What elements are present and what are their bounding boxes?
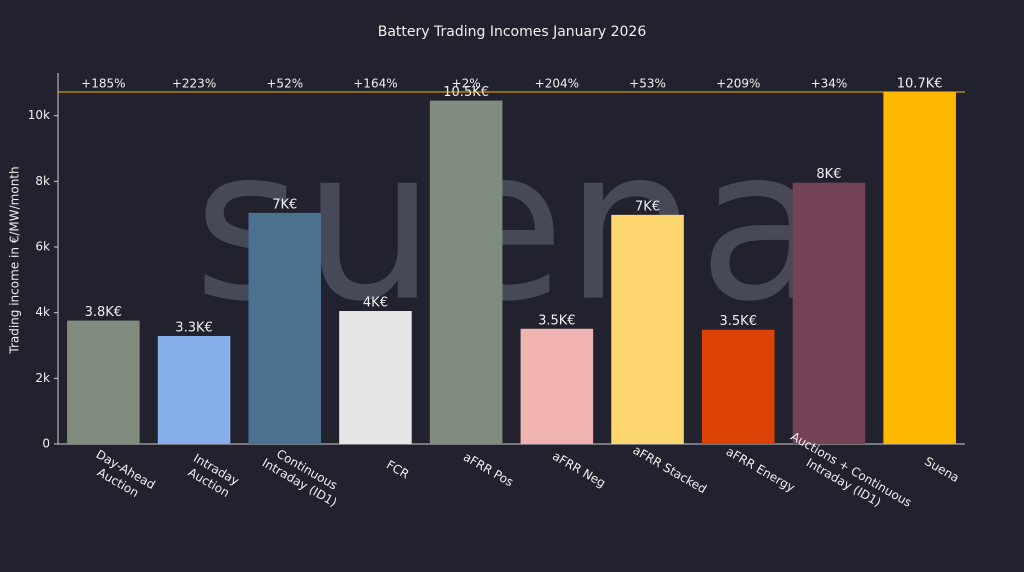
value-label: 3.5K€	[720, 314, 757, 329]
x-tick-label: Suena	[922, 454, 962, 485]
value-label: 7K€	[272, 197, 297, 212]
bar	[611, 214, 684, 444]
x-tick-label: aFRR Energy	[724, 444, 797, 495]
y-tick-label: 10k	[28, 108, 50, 122]
comparison-label: +185%	[81, 77, 125, 91]
value-label: 10.5K€	[443, 85, 489, 100]
bar	[248, 212, 322, 444]
comparison-label: +204%	[535, 77, 579, 91]
bar	[67, 320, 140, 444]
comparison-label: +164%	[353, 77, 397, 91]
x-tick-label: aFRR Neg	[550, 449, 608, 490]
bar	[157, 335, 231, 444]
comparison-label: +209%	[716, 77, 760, 91]
bar	[429, 100, 503, 444]
value-label: 3.8K€	[85, 305, 122, 320]
value-label: 4K€	[363, 296, 388, 311]
bar	[520, 328, 594, 444]
y-tick-label: 8k	[35, 174, 50, 188]
comparison-label: +53%	[629, 77, 666, 91]
comparison-label: +223%	[172, 77, 216, 91]
comparison-label: +52%	[266, 77, 303, 91]
value-label: 3.5K€	[538, 313, 575, 328]
x-tick-label: aFRR Stacked	[631, 443, 709, 496]
comparison-label: +34%	[811, 77, 848, 91]
x-tick-label: aFRR Pos	[461, 450, 516, 490]
y-tick-label: 2k	[35, 371, 50, 385]
y-tick-label: 0	[42, 437, 50, 451]
value-label: 8K€	[816, 167, 841, 182]
chart-title: Battery Trading Incomes January 2026	[378, 24, 647, 40]
y-tick-label: 6k	[35, 240, 50, 254]
bar	[883, 92, 956, 444]
y-axis-label: Trading income in €/MW/month	[8, 166, 22, 354]
bar	[792, 182, 866, 445]
value-label: 10.7K€	[897, 77, 943, 92]
x-tick-label: FCR	[384, 458, 411, 482]
value-label: 7K€	[635, 199, 660, 214]
bar	[701, 329, 775, 444]
value-label: 3.3K€	[175, 320, 212, 335]
bar	[339, 311, 412, 444]
comparison-label: +2%	[452, 77, 481, 91]
y-tick-label: 4k	[35, 305, 50, 319]
